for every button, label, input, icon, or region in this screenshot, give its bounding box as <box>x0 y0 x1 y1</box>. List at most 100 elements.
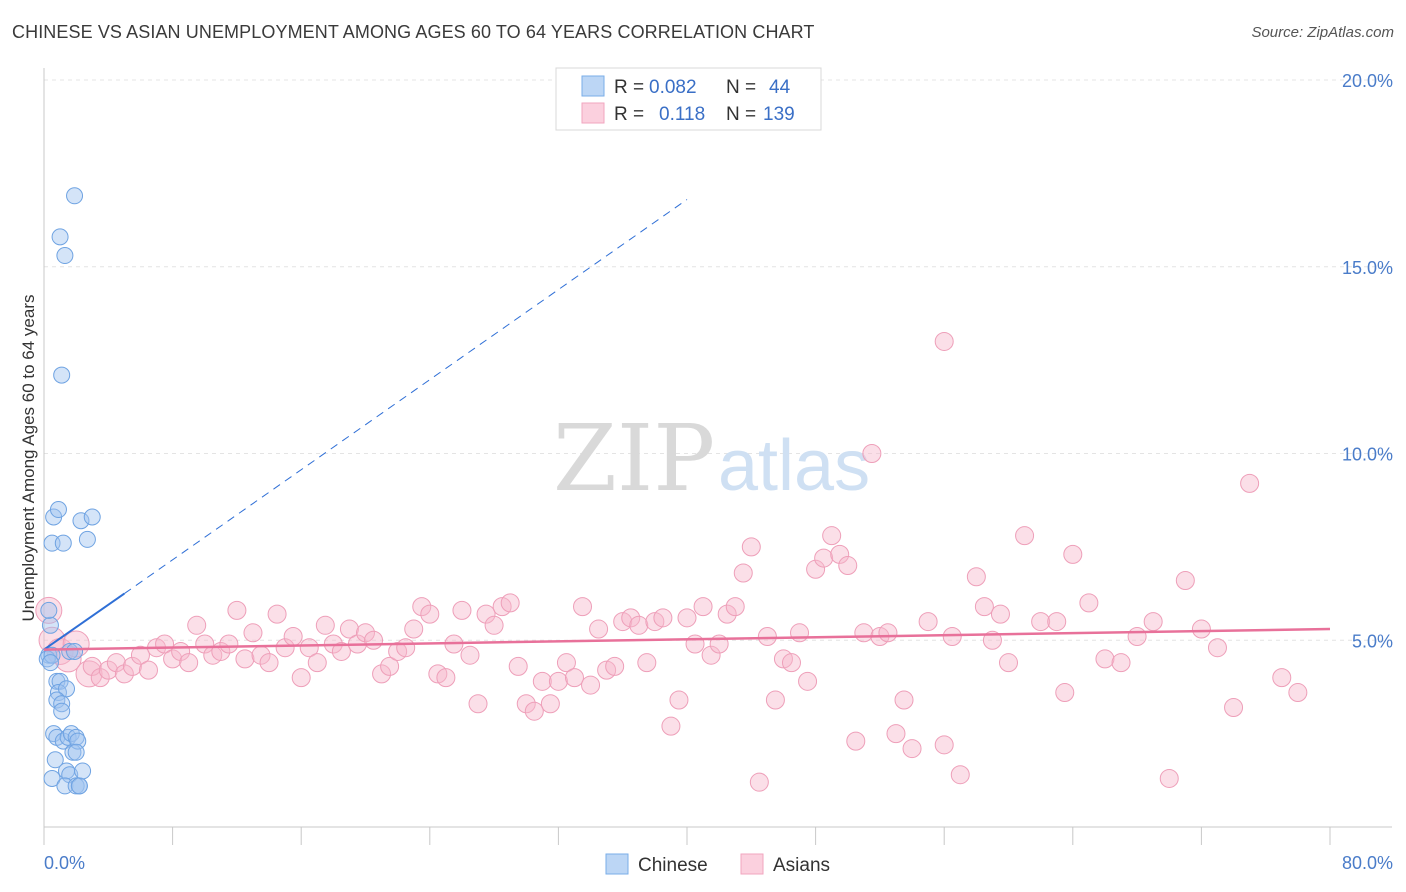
y-axis-label: Unemployment Among Ages 60 to 64 years <box>19 295 38 622</box>
asians-point-75 <box>637 653 657 673</box>
asians-trend-line <box>43 627 1331 651</box>
asians-point-31 <box>283 627 303 647</box>
asians-point-133 <box>1240 473 1260 493</box>
asians-point-73 <box>621 608 641 628</box>
chinese-point-5 <box>41 654 59 672</box>
asians-point-113 <box>966 567 986 587</box>
asians-point-25 <box>235 649 255 669</box>
asians-point-136 <box>934 331 954 351</box>
asians-point-48 <box>420 604 440 624</box>
asians-point-67 <box>573 597 593 617</box>
asians-point-127 <box>1143 612 1163 632</box>
asians-point-112 <box>950 765 970 785</box>
trend-lines <box>43 199 1331 651</box>
chinese-point-11 <box>83 508 101 526</box>
top-legend: R = 0.082 N = 44 R = 0.118 N = 139 <box>555 67 822 131</box>
asians-point-55 <box>476 604 496 624</box>
asians-point-107 <box>894 690 914 710</box>
chinese-trend-line <box>43 592 125 651</box>
asians-point-120 <box>1047 612 1067 632</box>
chinese-point-15 <box>66 187 84 205</box>
legend-chinese-n-label: N = <box>726 77 756 98</box>
bottom-legend-asians-swatch <box>740 853 764 875</box>
asians-point-114 <box>974 597 994 617</box>
asians-point-24 <box>227 600 247 620</box>
chinese-point-10 <box>72 512 90 530</box>
asians-point-91 <box>765 690 785 710</box>
asians-point-79 <box>669 690 689 710</box>
asians-point-65 <box>556 653 576 673</box>
asians-point-42 <box>372 664 392 684</box>
legend-chinese-r: 0.082 <box>649 77 697 98</box>
asians-point-7 <box>90 668 110 688</box>
legend-asians-n: 139 <box>763 104 795 125</box>
asians-point-124 <box>1095 649 1115 669</box>
asians-point-40 <box>356 623 375 643</box>
asians-point-26 <box>243 623 263 643</box>
chinese-point-4 <box>40 601 58 619</box>
asians-point-110 <box>934 735 954 755</box>
chinese-point-2 <box>41 616 59 634</box>
legend-asians-swatch <box>581 102 605 124</box>
asians-point-12 <box>130 645 150 665</box>
x-tick-label-max: 80.0% <box>1342 853 1393 873</box>
asians-point-121 <box>1055 683 1075 703</box>
bottom-legend-chinese-label: Chinese <box>638 855 708 876</box>
asians-point-101 <box>846 731 866 751</box>
source-label: Source: ZipAtlas.com <box>1251 24 1394 41</box>
chinese-trend-dashed <box>124 199 688 594</box>
axes <box>43 68 1392 845</box>
watermark: ZIP atlas <box>553 405 870 512</box>
asians-point-109 <box>918 612 938 632</box>
asians-point-5 <box>75 660 103 688</box>
chinese-point-9 <box>54 534 72 552</box>
asians-point-89 <box>749 772 769 792</box>
asians-point-68 <box>581 675 601 695</box>
asians-point-33 <box>299 638 319 658</box>
asians-point-98 <box>822 526 842 546</box>
asians-point-61 <box>524 701 544 721</box>
legend-asians-r-label: R = <box>614 104 644 125</box>
asians-point-123 <box>1079 593 1099 613</box>
asians-point-116 <box>990 604 1010 624</box>
bottom-legend-asians-label: Asians <box>773 855 830 876</box>
asians-point-16 <box>163 649 183 669</box>
asians-point-64 <box>548 671 568 691</box>
asians-point-81 <box>685 634 705 654</box>
chinese-point-8 <box>49 501 67 519</box>
asians-point-86 <box>725 597 745 617</box>
legend-chinese-n: 44 <box>769 77 791 98</box>
asians-point-66 <box>564 668 584 688</box>
asians-point-28 <box>259 653 279 673</box>
asians-point-88 <box>741 537 761 557</box>
asians-point-93 <box>781 653 801 673</box>
y-tick-label-0: 5.0% <box>1352 631 1393 651</box>
asians-point-18 <box>179 653 199 673</box>
asians-point-43 <box>380 656 400 676</box>
asians-point-87 <box>733 563 753 583</box>
chinese-point-38 <box>43 769 61 787</box>
asians-point-125 <box>1111 653 1131 673</box>
asians-point-0 <box>35 596 63 624</box>
bottom-legend: Chinese Asians <box>605 853 830 876</box>
asians-point-30 <box>275 638 295 658</box>
asians-point-117 <box>999 653 1018 673</box>
asians-point-77 <box>653 608 673 628</box>
chinese-point-18 <box>66 642 84 660</box>
asians-point-41 <box>364 630 384 650</box>
asians-point-96 <box>806 559 826 579</box>
asians-point-111 <box>942 627 962 647</box>
asians-point-63 <box>540 694 560 714</box>
chart-title: CHINESE VS ASIAN UNEMPLOYMENT AMONG AGES… <box>12 22 815 42</box>
chinese-points <box>38 187 101 795</box>
asians-point-9 <box>106 653 126 673</box>
bottom-legend-chinese-swatch <box>605 853 629 875</box>
asians-point-69 <box>589 619 609 639</box>
asians-point-83 <box>701 645 721 665</box>
chinese-point-43 <box>74 762 92 780</box>
watermark-zip: ZIP <box>553 405 715 512</box>
chinese-point-34 <box>67 743 85 761</box>
tick-labels: 5.0% 10.0% 15.0% 20.0% 0.0% 80.0% <box>44 71 1393 873</box>
asians-point-53 <box>460 645 480 665</box>
asians-point-23 <box>219 634 239 654</box>
